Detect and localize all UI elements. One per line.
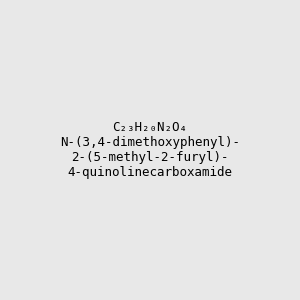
Text: C₂₃H₂₀N₂O₄
N-(3,4-dimethoxyphenyl)-
2-(5-methyl-2-furyl)-
4-quinolinecarboxamide: C₂₃H₂₀N₂O₄ N-(3,4-dimethoxyphenyl)- 2-(5… [60,121,240,179]
